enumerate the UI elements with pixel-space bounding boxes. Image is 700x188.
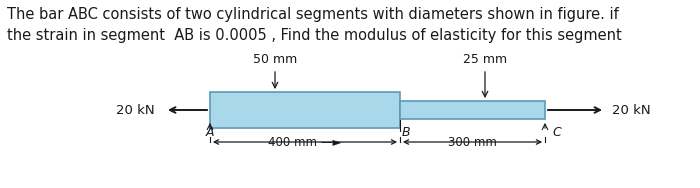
Text: B: B [402, 126, 411, 139]
Text: 300 mm: 300 mm [447, 136, 496, 149]
Text: 50 mm: 50 mm [253, 53, 297, 66]
Text: 25 mm: 25 mm [463, 53, 507, 66]
Text: C: C [552, 126, 561, 139]
Bar [210, 92, 400, 128]
Text: 20 kN: 20 kN [116, 104, 155, 117]
Text: The bar ABC consists of two cylindrical segments with diameters shown in figure.: The bar ABC consists of two cylindrical … [7, 7, 619, 22]
Bar [400, 101, 545, 119]
Text: 20 kN: 20 kN [612, 104, 650, 117]
Text: A: A [206, 126, 214, 139]
Text: 400 mm —►: 400 mm —► [268, 136, 342, 149]
Text: the strain in segment  AB is 0.0005 , Find the modulus of elasticity for this se: the strain in segment AB is 0.0005 , Fin… [7, 28, 622, 43]
